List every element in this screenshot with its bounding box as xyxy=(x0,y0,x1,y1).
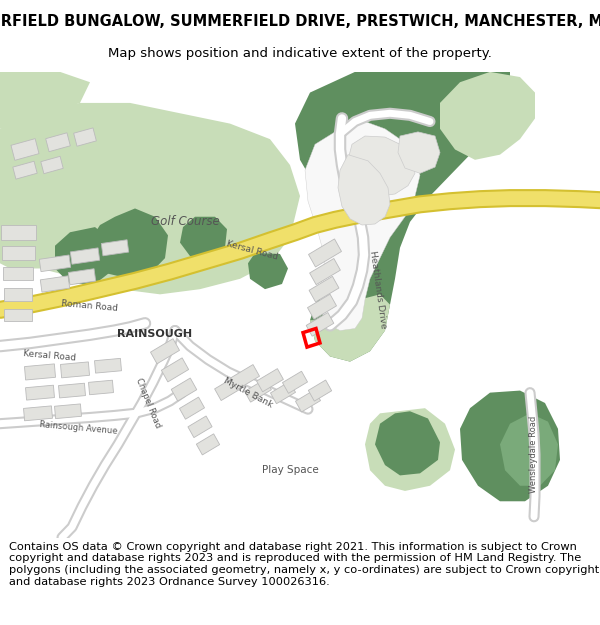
Polygon shape xyxy=(500,413,558,486)
Bar xyxy=(307,294,337,319)
Bar xyxy=(61,362,89,378)
Bar xyxy=(95,358,121,373)
Bar xyxy=(306,312,334,336)
Bar xyxy=(230,364,260,389)
Bar xyxy=(283,371,308,393)
Polygon shape xyxy=(365,408,455,491)
Text: Golf Course: Golf Course xyxy=(151,216,220,228)
Bar xyxy=(1,225,35,239)
Bar xyxy=(3,267,33,281)
Bar xyxy=(188,416,212,437)
Bar xyxy=(59,383,85,398)
Text: Myrtle Bank: Myrtle Bank xyxy=(222,376,274,409)
Polygon shape xyxy=(92,209,168,279)
Bar xyxy=(41,156,63,174)
Bar xyxy=(271,382,296,404)
Bar xyxy=(11,139,39,161)
Bar xyxy=(151,339,179,364)
Bar xyxy=(55,404,82,419)
Text: Roman Road: Roman Road xyxy=(61,299,119,312)
Polygon shape xyxy=(0,103,300,294)
Bar xyxy=(23,406,52,421)
Bar xyxy=(1,246,35,259)
Polygon shape xyxy=(305,121,420,331)
Bar xyxy=(89,380,113,395)
Text: Kersal Road: Kersal Road xyxy=(225,239,279,262)
Polygon shape xyxy=(440,72,535,160)
Text: Contains OS data © Crown copyright and database right 2021. This information is : Contains OS data © Crown copyright and d… xyxy=(9,542,599,587)
Text: RAINSOUGH: RAINSOUGH xyxy=(118,329,193,339)
Bar xyxy=(257,369,283,392)
Bar xyxy=(308,239,341,267)
Polygon shape xyxy=(55,227,115,284)
Bar xyxy=(68,269,96,285)
Polygon shape xyxy=(348,136,415,196)
Text: Heathlands Drive: Heathlands Drive xyxy=(368,249,388,329)
Text: Wensleydale Road: Wensleydale Road xyxy=(529,416,538,493)
Bar xyxy=(196,434,220,455)
Bar xyxy=(215,374,245,401)
Bar xyxy=(310,259,340,284)
Bar xyxy=(101,240,129,256)
Polygon shape xyxy=(375,411,440,476)
Bar xyxy=(40,255,71,272)
Text: Chapel Road: Chapel Road xyxy=(134,377,162,429)
Bar xyxy=(245,379,271,402)
Polygon shape xyxy=(338,154,390,225)
Bar xyxy=(13,161,37,179)
Text: Kersal Road: Kersal Road xyxy=(23,349,77,362)
Text: SUMMERFIELD BUNGALOW, SUMMERFIELD DRIVE, PRESTWICH, MANCHESTER, M25 9XS: SUMMERFIELD BUNGALOW, SUMMERFIELD DRIVE,… xyxy=(0,14,600,29)
Polygon shape xyxy=(398,132,440,173)
Bar xyxy=(295,390,320,412)
Text: Play Space: Play Space xyxy=(262,465,319,475)
Bar xyxy=(70,248,100,264)
Bar xyxy=(4,309,32,321)
Bar xyxy=(4,288,32,301)
Polygon shape xyxy=(248,253,288,289)
Bar xyxy=(161,358,188,382)
Bar xyxy=(74,128,97,146)
Bar xyxy=(179,397,205,419)
Text: Map shows position and indicative extent of the property.: Map shows position and indicative extent… xyxy=(108,48,492,61)
Polygon shape xyxy=(0,72,90,129)
Bar xyxy=(308,380,332,401)
Bar xyxy=(25,364,56,380)
Bar xyxy=(46,132,70,152)
Bar xyxy=(309,276,339,302)
Bar xyxy=(171,378,197,401)
Polygon shape xyxy=(295,72,510,362)
Bar xyxy=(26,385,55,400)
Polygon shape xyxy=(460,391,560,501)
Bar xyxy=(40,276,70,292)
Polygon shape xyxy=(310,294,390,362)
Polygon shape xyxy=(180,217,227,258)
Text: Rainsough Avenue: Rainsough Avenue xyxy=(38,420,118,436)
